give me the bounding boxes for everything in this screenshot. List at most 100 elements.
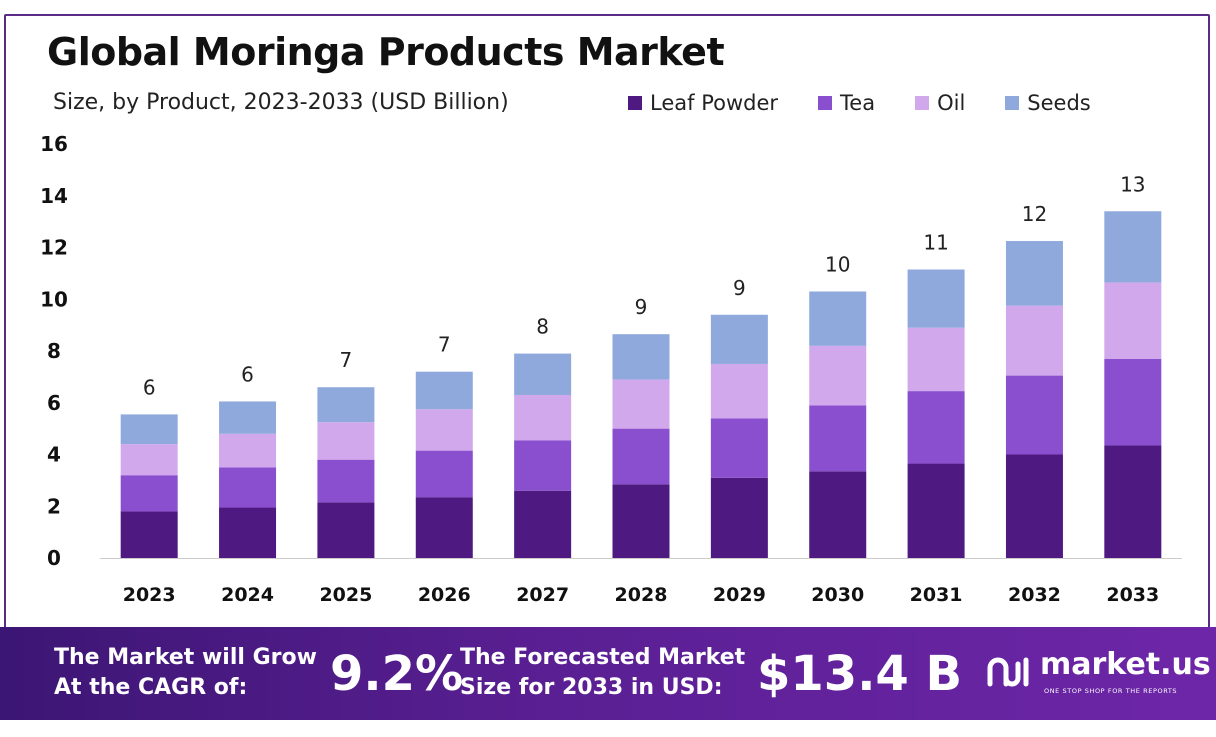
y-tick-label: 12 bbox=[40, 236, 68, 260]
bar-segment bbox=[514, 490, 572, 558]
y-tick-label: 14 bbox=[40, 184, 68, 208]
y-tick-label: 16 bbox=[40, 132, 68, 156]
bar-segment bbox=[219, 433, 277, 468]
bar-segment bbox=[415, 371, 473, 410]
bar-segment bbox=[219, 467, 277, 508]
cagr-value: 9.2% bbox=[330, 646, 464, 702]
legend-swatch bbox=[628, 96, 642, 110]
y-tick-label: 4 bbox=[47, 443, 61, 467]
bar-total-label: 10 bbox=[825, 252, 850, 276]
bar-segment bbox=[612, 379, 670, 429]
x-tick-label: 2029 bbox=[713, 584, 766, 606]
bar-segment bbox=[907, 327, 965, 392]
bar-segment bbox=[710, 418, 768, 478]
bar-segment bbox=[1104, 282, 1162, 359]
legend-label: Tea bbox=[840, 91, 876, 115]
bar-segment bbox=[415, 409, 473, 451]
bar-segment bbox=[612, 428, 670, 485]
bar-total-label: 6 bbox=[241, 362, 254, 386]
bar-segment bbox=[514, 394, 572, 441]
bar-total-label: 7 bbox=[340, 348, 353, 372]
bar-total-label: 6 bbox=[143, 375, 156, 399]
bar-segment bbox=[1005, 454, 1063, 558]
bar-segment bbox=[120, 511, 178, 558]
bar-total-label: 8 bbox=[536, 315, 549, 339]
x-tick-label: 2032 bbox=[1008, 584, 1061, 606]
bar-segment bbox=[317, 502, 375, 558]
bar-segment bbox=[907, 463, 965, 558]
bar-segment bbox=[317, 459, 375, 503]
bar-segment bbox=[710, 363, 768, 419]
bar-total-label: 13 bbox=[1120, 172, 1145, 196]
y-tick-label: 8 bbox=[47, 339, 61, 363]
y-tick-label: 0 bbox=[47, 546, 61, 570]
legend-label: Leaf Powder bbox=[650, 91, 779, 115]
legend-label: Oil bbox=[937, 91, 966, 115]
bar-segment bbox=[219, 401, 277, 434]
legend-label: Seeds bbox=[1027, 91, 1091, 115]
bar-segment bbox=[809, 471, 867, 558]
bar-total-label: 11 bbox=[923, 230, 948, 254]
x-tick-label: 2030 bbox=[811, 584, 864, 606]
legend-swatch bbox=[818, 96, 833, 110]
chart-title: Global Moringa Products Market bbox=[47, 30, 725, 74]
bar-segment bbox=[1005, 375, 1063, 455]
bar-segment bbox=[1104, 445, 1162, 558]
bar-segment bbox=[1104, 211, 1162, 283]
forecast-label-line2: Size for 2033 in USD: bbox=[460, 675, 723, 700]
bar-segment bbox=[514, 353, 572, 395]
forecast-value: $13.4 B bbox=[757, 646, 963, 702]
bar-segment bbox=[317, 422, 375, 460]
bar-segment bbox=[809, 345, 867, 406]
bar-total-label: 12 bbox=[1022, 202, 1047, 226]
bar-total-label: 9 bbox=[635, 295, 648, 319]
bar-segment bbox=[1005, 241, 1063, 306]
legend-item: Oil bbox=[915, 91, 965, 115]
brand-tagline: ONE STOP SHOP FOR THE REPORTS bbox=[1044, 687, 1178, 695]
bar-segment bbox=[809, 405, 867, 472]
bar-segment bbox=[612, 484, 670, 558]
bar-segment bbox=[415, 450, 473, 498]
forecast-label-line1: The Forecasted Market bbox=[460, 645, 746, 670]
legend-item: Tea bbox=[818, 91, 875, 115]
bar-segment bbox=[120, 475, 178, 512]
bar-segment bbox=[612, 334, 670, 380]
x-tick-label: 2025 bbox=[319, 584, 372, 606]
bar-segment bbox=[219, 507, 277, 558]
cagr-label-line1: The Market will Grow bbox=[54, 645, 317, 670]
x-tick-label: 2026 bbox=[418, 584, 471, 606]
stacked-bar-chart: 0 2 4 6 8 10 12 14 16 6 2023 6 2024 7 2025 7 2026 8 2027 9 2… bbox=[40, 132, 1182, 606]
legend-swatch bbox=[1005, 96, 1020, 110]
x-tick-label: 2023 bbox=[123, 584, 176, 606]
market-us-logo-icon bbox=[987, 657, 1029, 687]
x-tick-label: 2033 bbox=[1106, 584, 1159, 606]
legend-item: Seeds bbox=[1005, 91, 1091, 115]
bar-segment bbox=[710, 314, 768, 364]
bar-segment bbox=[120, 444, 178, 476]
x-tick-label: 2024 bbox=[221, 584, 274, 606]
bar-segment bbox=[710, 477, 768, 558]
bar-segment bbox=[1005, 305, 1063, 376]
bar-segment bbox=[1104, 358, 1162, 446]
bar-segment bbox=[907, 269, 965, 328]
legend-item: Leaf Powder bbox=[628, 91, 778, 115]
y-tick-label: 2 bbox=[47, 494, 61, 518]
summary-banner: The Market will Grow At the CAGR of: 9.2… bbox=[0, 627, 1216, 720]
legend-swatch bbox=[915, 96, 930, 110]
cagr-label-line2: At the CAGR of: bbox=[54, 675, 248, 700]
chart-subtitle: Size, by Product, 2023-2033 (USD Billion… bbox=[53, 90, 509, 115]
bar-segment bbox=[907, 391, 965, 464]
x-tick-label: 2028 bbox=[615, 584, 668, 606]
bar-total-label: 9 bbox=[733, 276, 746, 300]
brand-name: market.us bbox=[1040, 647, 1211, 682]
x-tick-label: 2027 bbox=[516, 584, 569, 606]
y-tick-label: 6 bbox=[47, 391, 61, 415]
bar-total-label: 7 bbox=[438, 333, 451, 357]
chart-legend: Leaf Powder Tea Oil Seeds bbox=[628, 91, 1131, 115]
bar-segment bbox=[415, 497, 473, 558]
x-tick-label: 2031 bbox=[910, 584, 963, 606]
bar-segment bbox=[317, 387, 375, 423]
y-tick-label: 10 bbox=[40, 287, 68, 311]
bar-segment bbox=[514, 440, 572, 491]
bar-segment bbox=[809, 291, 867, 346]
